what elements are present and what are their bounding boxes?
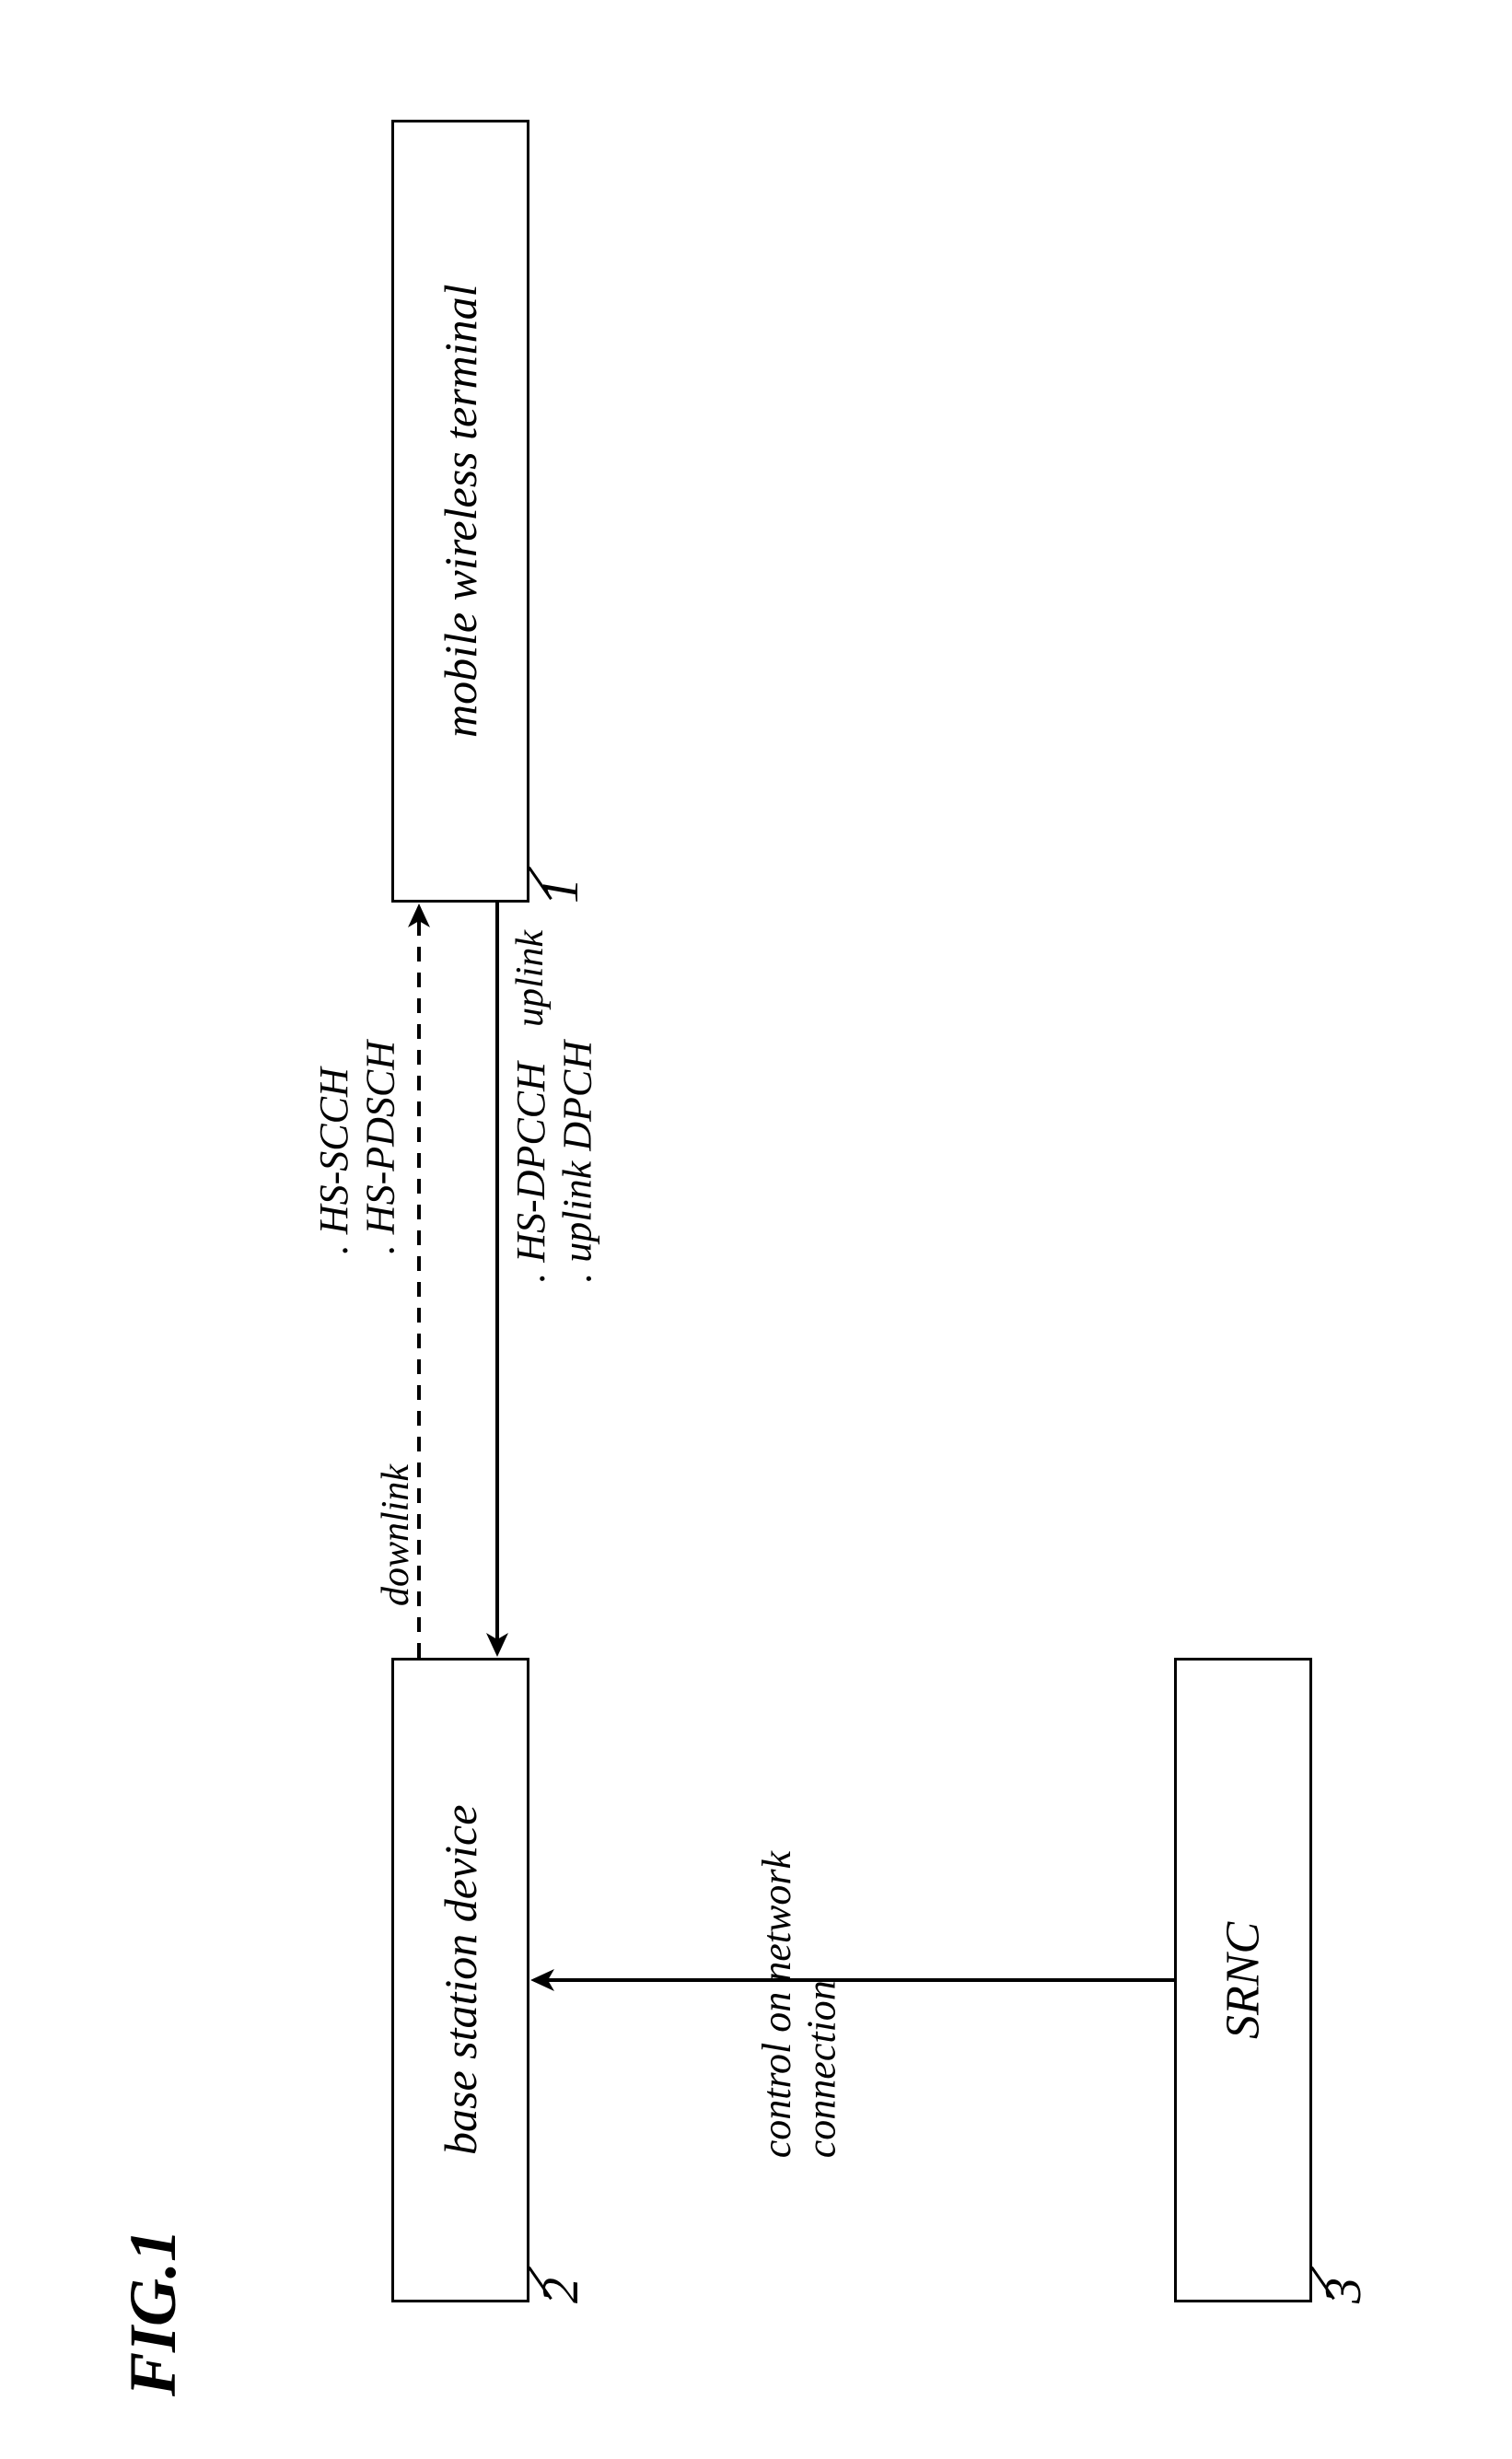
control-label: control on network connection	[755, 1851, 844, 2158]
node-base: base station device	[391, 1658, 529, 2302]
uplink-channels: . HS-DPCCH . uplink DPCH	[508, 1041, 601, 1283]
node-terminal-label: mobile wireless terminal	[434, 285, 487, 739]
downlink-channels: . HS-SCCH . HS-PDSCH	[311, 1041, 404, 1254]
node-srnc-label: SRNC	[1216, 1921, 1271, 2038]
diagram-canvas: FIG.1 mobile wireless terminal 1 base st…	[0, 0, 1512, 2459]
node-base-label: base station device	[434, 1805, 487, 2155]
node-terminal: mobile wireless terminal	[391, 120, 529, 903]
downlink-label: downlink	[374, 1464, 418, 1606]
uplink-label: uplink	[508, 930, 552, 1027]
node-srnc: SRNC	[1174, 1658, 1312, 2302]
